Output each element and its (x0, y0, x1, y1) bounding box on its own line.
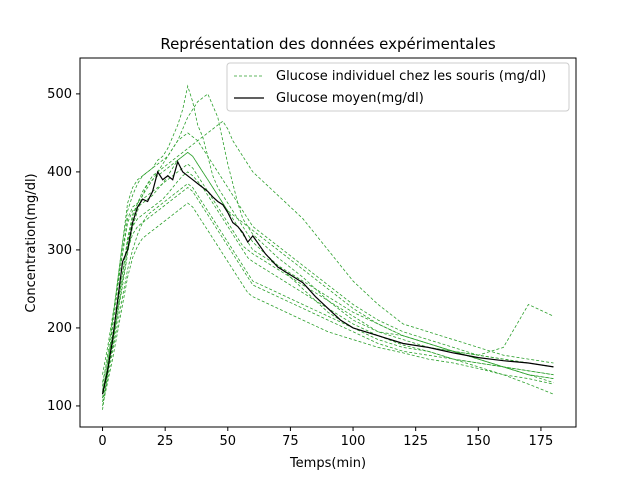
plot-frame (79, 57, 577, 428)
x-tick-label: 75 (282, 434, 299, 449)
series-layer (101, 84, 554, 410)
series-line-mouse-8 (102, 132, 554, 387)
chart-title: Représentation des données expérimentale… (160, 35, 496, 53)
y-tick-label: 200 (47, 321, 72, 336)
series-line-mouse-11 (102, 171, 554, 395)
y-tick-label: 400 (47, 165, 72, 180)
x-axis: 0 25 50 75 100 125 150 175 (98, 427, 553, 449)
legend-box (226, 62, 570, 112)
series-line-mouse-5 (102, 183, 554, 403)
x-tick-label: 0 (98, 434, 106, 449)
x-tick-label: 25 (157, 434, 174, 449)
series-line-mean (101, 160, 554, 395)
series-line-mouse-9 (102, 202, 554, 406)
legend-label-mean: Glucose moyen(mg/dl) (276, 91, 424, 106)
y-axis: 100 200 300 400 500 (47, 87, 80, 414)
series-line-mouse-10 (102, 151, 554, 399)
series-line-mouse-7 (102, 186, 554, 391)
y-axis-label: Concentration(mg/dl) (24, 173, 39, 312)
y-tick-label: 100 (47, 399, 72, 414)
x-tick-label: 125 (403, 434, 428, 449)
y-tick-label: 300 (47, 243, 72, 258)
x-tick-label: 100 (341, 434, 366, 449)
legend-label-individual: Glucose individuel chez les souris (mg/d… (276, 69, 546, 84)
legend: Glucose individuel chez les souris (mg/d… (226, 62, 570, 112)
y-tick-label: 500 (47, 87, 72, 102)
x-axis-label: Temps(min) (289, 456, 366, 471)
series-line-mouse-4 (102, 163, 554, 395)
x-tick-label: 150 (466, 434, 491, 449)
x-tick-label: 175 (529, 434, 554, 449)
x-tick-label: 50 (220, 434, 237, 449)
series-line-mouse-1 (102, 93, 554, 399)
